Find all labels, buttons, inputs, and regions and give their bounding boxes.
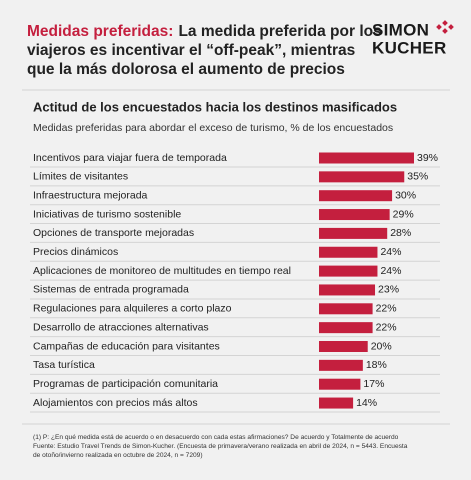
footnote: (1) P: ¿En qué medida está de acuerdo o … xyxy=(33,434,399,441)
title-line: La medida preferida por los xyxy=(178,23,381,40)
category-label: Regulaciones para alquileres a corto pla… xyxy=(33,303,232,315)
bar xyxy=(319,378,361,390)
value-label: 22% xyxy=(376,321,397,333)
value-label: 24% xyxy=(380,246,401,258)
value-label: 29% xyxy=(393,208,414,220)
category-label: Precios dinámicos xyxy=(33,246,118,258)
value-label: 28% xyxy=(390,227,411,239)
category-label: Infraestructura mejorada xyxy=(33,189,148,201)
bar xyxy=(319,341,368,352)
footnote: de otoño/invierno realizada en octubre d… xyxy=(33,452,203,459)
bar xyxy=(319,322,373,334)
chart-subtitle: Medidas preferidas para abordar el exces… xyxy=(33,122,393,134)
bar xyxy=(319,284,376,296)
bar xyxy=(319,265,378,277)
value-label: 30% xyxy=(395,189,416,201)
bar xyxy=(319,227,388,239)
category-label: Sistemas de entrada programada xyxy=(33,284,189,296)
bar xyxy=(319,359,363,371)
category-label: Programas de participación comunitaria xyxy=(33,378,218,390)
value-label: 22% xyxy=(376,303,397,315)
value-label: 17% xyxy=(363,378,384,390)
category-label: Alojamientos con precios más altos xyxy=(33,397,198,409)
value-label: 39% xyxy=(417,152,438,164)
value-label: 14% xyxy=(356,397,377,409)
bar xyxy=(319,303,373,315)
title-line: viajeros es incentivar el “off-peak”, mi… xyxy=(27,42,355,59)
category-label: Aplicaciones de monitoreo de multitudes … xyxy=(33,265,291,277)
bar xyxy=(319,190,393,202)
bar xyxy=(319,171,405,183)
title-line: que la más dolorosa el aumento de precio… xyxy=(27,61,345,78)
title-highlight: Medidas preferidas: xyxy=(27,23,173,40)
value-label: 35% xyxy=(407,171,428,183)
chart-title: Actitud de los encuestados hacia los des… xyxy=(33,99,397,114)
value-label: 20% xyxy=(371,340,392,352)
bar xyxy=(319,397,354,409)
value-label: 18% xyxy=(366,359,387,371)
footnote: Fuente: Estudio Travel Trends de Simon-K… xyxy=(33,443,408,450)
logo-mark xyxy=(436,20,454,34)
logo-text: KUCHER xyxy=(372,38,447,57)
category-label: Tasa turística xyxy=(33,359,95,371)
category-label: Campañas de educación para visitantes xyxy=(33,340,220,352)
category-label: Desarrollo de atracciones alternativas xyxy=(33,321,209,333)
category-label: Incentivos para viajar fuera de temporad… xyxy=(33,152,227,164)
value-label: 23% xyxy=(378,284,399,296)
value-label: 24% xyxy=(380,265,401,277)
bar xyxy=(319,152,414,164)
logo-text: SIMON xyxy=(372,20,429,39)
category-label: Iniciativas de turismo sostenible xyxy=(33,208,181,220)
bar xyxy=(319,246,378,258)
bar xyxy=(319,209,390,221)
category-label: Límites de visitantes xyxy=(33,171,128,183)
category-label: Opciones de transporte mejoradas xyxy=(33,227,194,239)
